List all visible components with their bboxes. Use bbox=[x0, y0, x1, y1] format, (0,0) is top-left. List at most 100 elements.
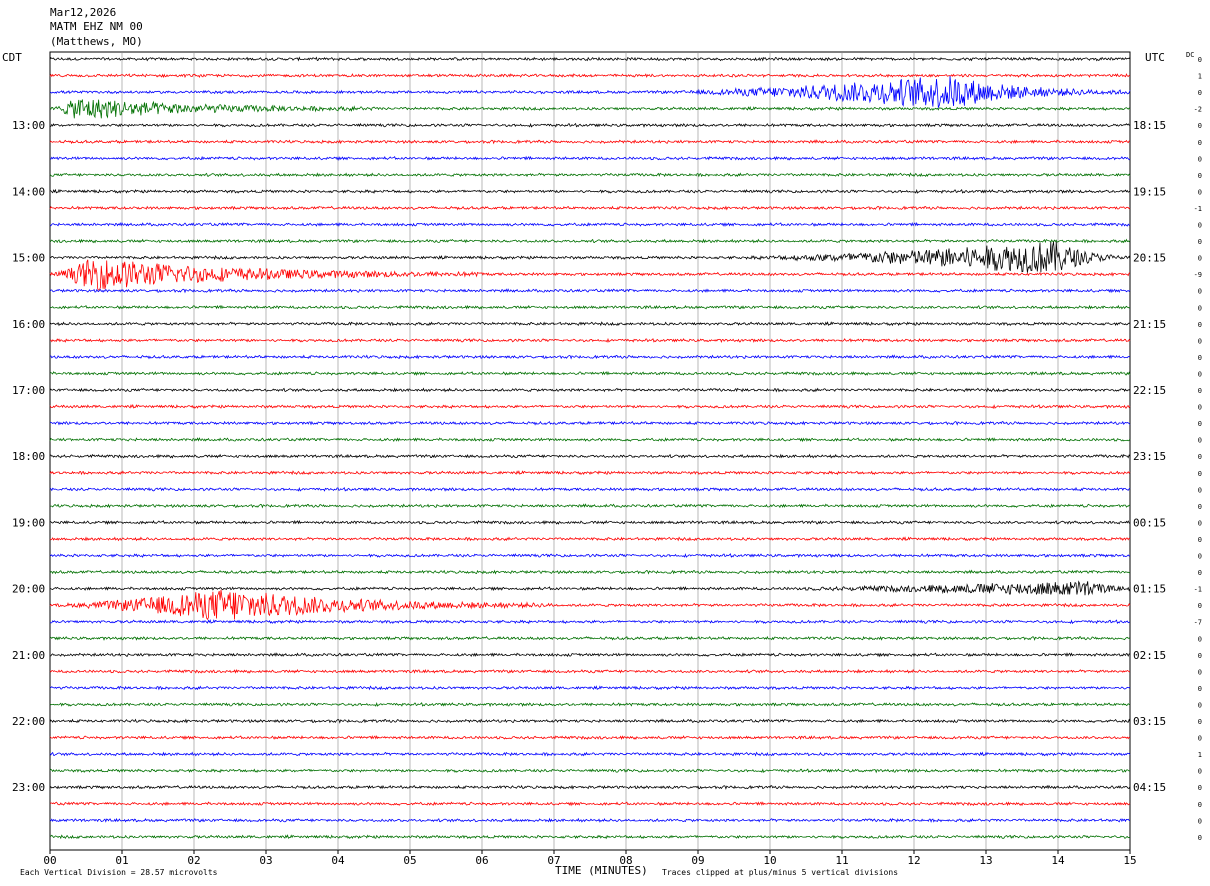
dc-offset: 0 bbox=[1198, 222, 1202, 230]
trace-line bbox=[49, 635, 1131, 641]
clip-note: Traces clipped at plus/minus 5 vertical … bbox=[662, 868, 898, 877]
dc-offset: -9 bbox=[1194, 271, 1202, 279]
dc-offset: 0 bbox=[1198, 337, 1202, 345]
plot-grid bbox=[49, 51, 1131, 851]
x-axis-ticks: 00 01 02 03 04 05 06 07 08 09 10 11 12 13 14 15 bbox=[43, 850, 1137, 867]
dc-offset: 0 bbox=[1198, 635, 1202, 643]
trace-line bbox=[49, 784, 1131, 790]
dc-offset: 0 bbox=[1198, 139, 1202, 147]
dc-offset: 0 bbox=[1198, 768, 1202, 776]
trace-line bbox=[49, 205, 1131, 211]
trace-line bbox=[49, 221, 1131, 228]
trace-line bbox=[49, 337, 1131, 344]
header-station: MATM EHZ NM 00 bbox=[50, 20, 143, 33]
right-hour-label: 01:15 bbox=[1133, 583, 1166, 596]
dc-offset: 0 bbox=[1198, 387, 1202, 395]
trace-line bbox=[49, 56, 1131, 62]
right-hour-label: 20:15 bbox=[1133, 252, 1166, 265]
left-hour-label: 20:00 bbox=[12, 583, 45, 596]
dc-offset: 0 bbox=[1198, 486, 1202, 494]
dc-offset: 0 bbox=[1198, 817, 1202, 825]
trace-line bbox=[49, 702, 1131, 708]
right-hour-label: 00:15 bbox=[1133, 516, 1166, 529]
dc-offset: 0 bbox=[1198, 834, 1202, 842]
trace-line bbox=[49, 668, 1131, 674]
trace-line bbox=[49, 76, 1131, 109]
left-hour-labels: 13:00 14:00 15:00 16:00 17:00 18:00 19:00 20:00… bbox=[12, 119, 45, 794]
right-hour-label: 19:15 bbox=[1133, 185, 1166, 198]
dc-offset: 0 bbox=[1198, 155, 1202, 163]
trace-line bbox=[49, 99, 1131, 119]
dc-offset: 0 bbox=[1198, 453, 1202, 461]
trace-line bbox=[49, 652, 1131, 658]
dc-offset: -1 bbox=[1194, 586, 1202, 594]
trace-line bbox=[49, 619, 1131, 625]
dc-offset: 0 bbox=[1198, 718, 1202, 726]
header-location: (Matthews, MO) bbox=[50, 35, 143, 48]
left-hour-label: 13:00 bbox=[12, 119, 45, 132]
x-tick-label: 01 bbox=[115, 854, 128, 867]
dc-offset: 0 bbox=[1198, 288, 1202, 296]
x-tick-label: 08 bbox=[619, 854, 632, 867]
dc-offset: 0 bbox=[1198, 188, 1202, 196]
trace-line bbox=[49, 453, 1131, 459]
dc-offset: 0 bbox=[1198, 503, 1202, 511]
dc-offset: 0 bbox=[1198, 519, 1202, 527]
right-hour-label: 04:15 bbox=[1133, 781, 1166, 794]
trace-line bbox=[49, 420, 1131, 426]
dc-offset: 0 bbox=[1198, 801, 1202, 809]
left-hour-label: 22:00 bbox=[12, 715, 45, 728]
left-hour-label: 14:00 bbox=[12, 185, 45, 198]
dc-offset: -1 bbox=[1194, 205, 1202, 213]
trace-line bbox=[49, 751, 1131, 757]
left-zone-label: CDT bbox=[2, 51, 22, 64]
trace-line bbox=[49, 801, 1131, 807]
right-zone-label: UTC bbox=[1145, 51, 1165, 64]
dc-offset: 0 bbox=[1198, 404, 1202, 412]
dc-offset: 0 bbox=[1198, 602, 1202, 610]
x-tick-label: 09 bbox=[691, 854, 704, 867]
x-tick-label: 02 bbox=[187, 854, 200, 867]
trace-line bbox=[49, 470, 1131, 476]
trace-line bbox=[49, 172, 1131, 178]
left-hour-label: 21:00 bbox=[12, 649, 45, 662]
trace-line bbox=[49, 685, 1131, 691]
trace-line bbox=[49, 553, 1131, 559]
dc-offset-column: 0 1 0 -2 0 0 0 0 0 -1 0 0 0 -9 0 0 0 0 0 0 0 0 0 0 0 0 0 0 0 0 0 0 -1 0 -7… bbox=[1194, 56, 1202, 842]
right-hour-labels: 18:15 19:15 20:15 21:15 22:15 23:15 00:15 01:15… bbox=[1133, 119, 1166, 794]
dc-offset: 0 bbox=[1198, 255, 1202, 263]
x-tick-label: 04 bbox=[331, 854, 345, 867]
dc-label: DC bbox=[1186, 51, 1194, 59]
x-tick-label: 12 bbox=[907, 854, 920, 867]
trace-line bbox=[49, 403, 1131, 410]
trace-line bbox=[49, 768, 1131, 774]
trace-line bbox=[49, 321, 1131, 327]
trace-line bbox=[49, 503, 1131, 509]
dc-offset: 0 bbox=[1198, 238, 1202, 246]
header-date: Mar12,2026 bbox=[50, 6, 116, 19]
trace-line bbox=[49, 589, 1131, 621]
x-tick-label: 07 bbox=[547, 854, 560, 867]
trace-line bbox=[49, 834, 1131, 840]
dc-offset: 0 bbox=[1198, 668, 1202, 676]
trace-line bbox=[49, 519, 1131, 525]
trace-line bbox=[49, 580, 1131, 596]
left-hour-label: 15:00 bbox=[12, 252, 45, 265]
scale-note: Each Vertical Division = 28.57 microvolt… bbox=[20, 868, 218, 877]
dc-offset: 0 bbox=[1198, 437, 1202, 445]
dc-offset: 0 bbox=[1198, 685, 1202, 693]
trace-line bbox=[49, 288, 1131, 294]
right-hour-label: 22:15 bbox=[1133, 384, 1166, 397]
plot-frame bbox=[49, 51, 1131, 851]
dc-offset: 0 bbox=[1198, 321, 1202, 329]
dc-offset: 0 bbox=[1198, 89, 1202, 97]
dc-offset: 0 bbox=[1198, 701, 1202, 709]
trace-line bbox=[49, 188, 1131, 195]
trace-line bbox=[49, 241, 1131, 273]
x-tick-label: 05 bbox=[403, 854, 416, 867]
dc-offset: -7 bbox=[1194, 619, 1202, 627]
trace-line bbox=[49, 817, 1131, 823]
dc-offset: 0 bbox=[1198, 420, 1202, 428]
dc-offset: 0 bbox=[1198, 536, 1202, 544]
